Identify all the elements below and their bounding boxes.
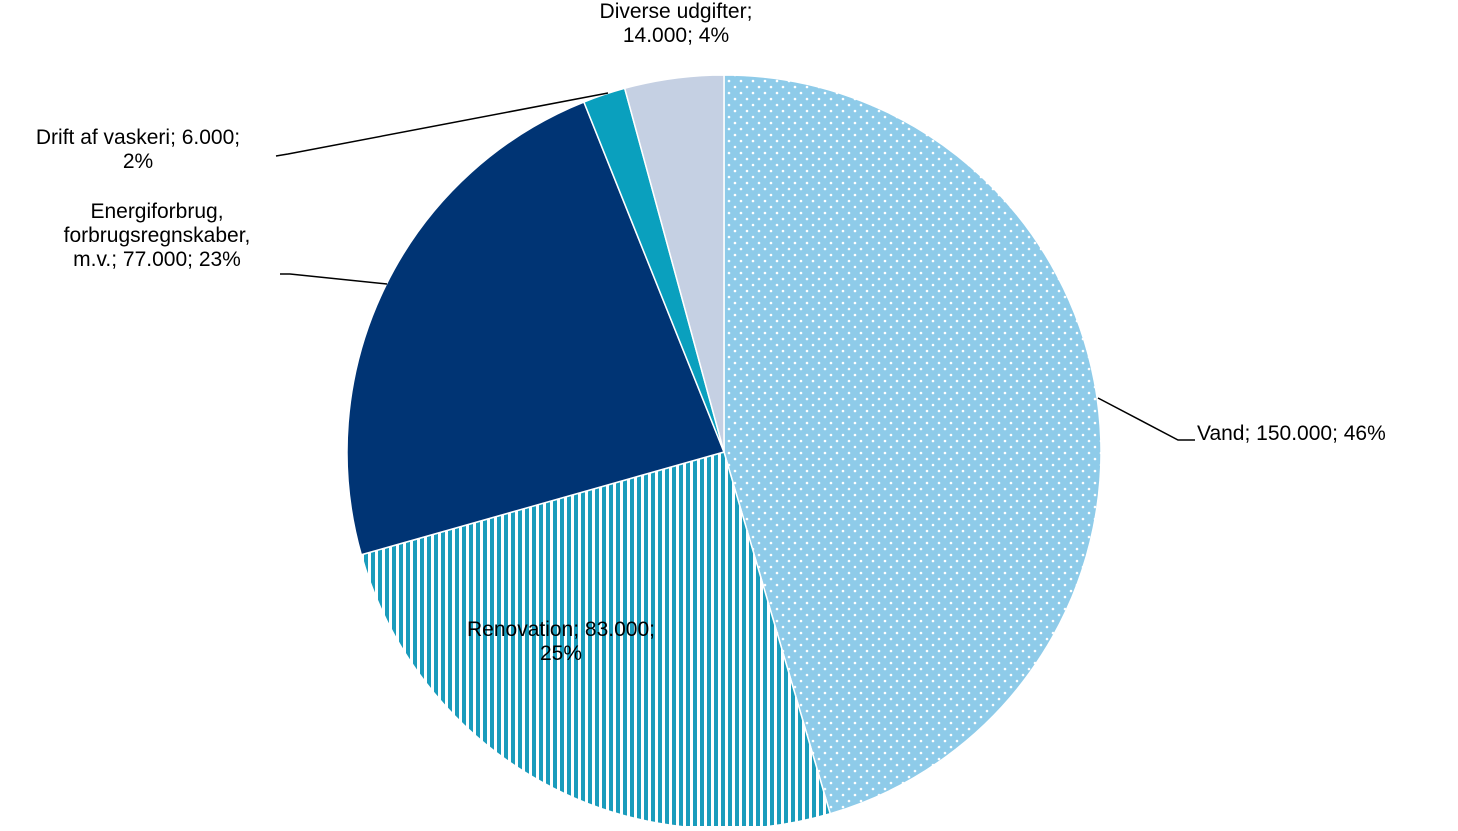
data-label-line: Renovation; 83.000; xyxy=(467,618,655,641)
data-label-line: Diverse udgifter; xyxy=(600,0,753,23)
data-label-line: Drift af vaskeri; 6.000; xyxy=(36,126,240,149)
data-label-line: forbrugsregnskaber, xyxy=(64,224,251,247)
data-label-line: m.v.; 77.000; 23% xyxy=(73,248,241,271)
leader-line-energiforbrug-forbrugsregnskaber-m-v xyxy=(280,273,388,285)
data-label-line: Vand; 150.000; 46% xyxy=(1197,422,1386,445)
pie-slice-diverse-udgifter xyxy=(623,74,725,453)
data-label-line: 25% xyxy=(540,642,582,665)
pie-slices xyxy=(346,74,1102,830)
data-label-line: 2% xyxy=(123,150,153,173)
data-label-renovation: Renovation; 83.000; 25% xyxy=(467,618,655,665)
leader-lines xyxy=(275,92,1195,441)
data-label-diverse-udgifter: Diverse udgifter; 14.000; 4% xyxy=(600,0,753,47)
leader-line-vand xyxy=(1097,397,1195,441)
data-label-line: 14.000; 4% xyxy=(623,24,729,47)
data-labels: Vand; 150.000; 46% Renovation; 83.000; 25%… xyxy=(36,0,1386,665)
data-label-vand: Vand; 150.000; 46% xyxy=(1197,422,1386,445)
leader-line-drift-af-vaskeri xyxy=(275,92,609,157)
data-label-energiforbrug-forbrugsregnskaber-m-v: Energiforbrug, forbrugsregnskaber, m.v.; 7… xyxy=(64,200,251,271)
data-label-line: Energiforbrug, xyxy=(90,200,223,223)
pie-slice-vand xyxy=(723,74,1102,815)
data-label-drift-af-vaskeri: Drift af vaskeri; 6.000; 2% xyxy=(36,126,240,173)
pie-slice-energiforbrug-forbrugsregnskaber-m-v xyxy=(346,101,726,556)
